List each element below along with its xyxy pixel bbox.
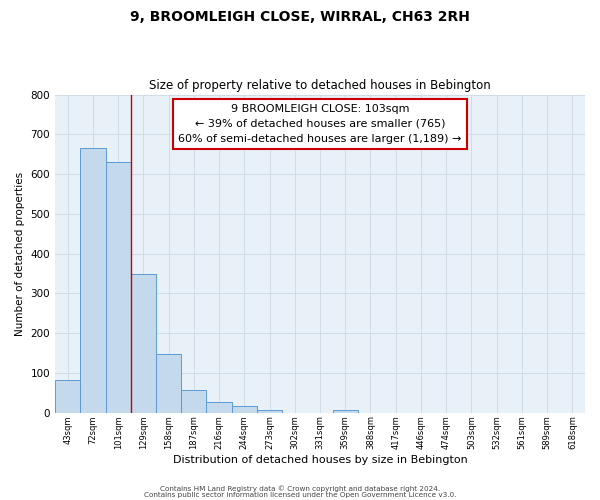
Bar [131, 274, 156, 412]
Bar [156, 354, 181, 412]
Text: Contains public sector information licensed under the Open Government Licence v3: Contains public sector information licen… [144, 492, 456, 498]
Text: 9, BROOMLEIGH CLOSE, WIRRAL, CH63 2RH: 9, BROOMLEIGH CLOSE, WIRRAL, CH63 2RH [130, 10, 470, 24]
Bar [106, 162, 131, 412]
Text: 9 BROOMLEIGH CLOSE: 103sqm
← 39% of detached houses are smaller (765)
60% of sem: 9 BROOMLEIGH CLOSE: 103sqm ← 39% of deta… [178, 104, 462, 144]
Bar [257, 410, 282, 412]
Bar [181, 390, 206, 412]
Bar [232, 406, 257, 412]
Bar [332, 410, 358, 412]
Y-axis label: Number of detached properties: Number of detached properties [15, 172, 25, 336]
Title: Size of property relative to detached houses in Bebington: Size of property relative to detached ho… [149, 79, 491, 92]
X-axis label: Distribution of detached houses by size in Bebington: Distribution of detached houses by size … [173, 455, 467, 465]
Text: Contains HM Land Registry data © Crown copyright and database right 2024.: Contains HM Land Registry data © Crown c… [160, 486, 440, 492]
Bar [206, 402, 232, 412]
Bar [55, 380, 80, 412]
Bar [80, 148, 106, 412]
